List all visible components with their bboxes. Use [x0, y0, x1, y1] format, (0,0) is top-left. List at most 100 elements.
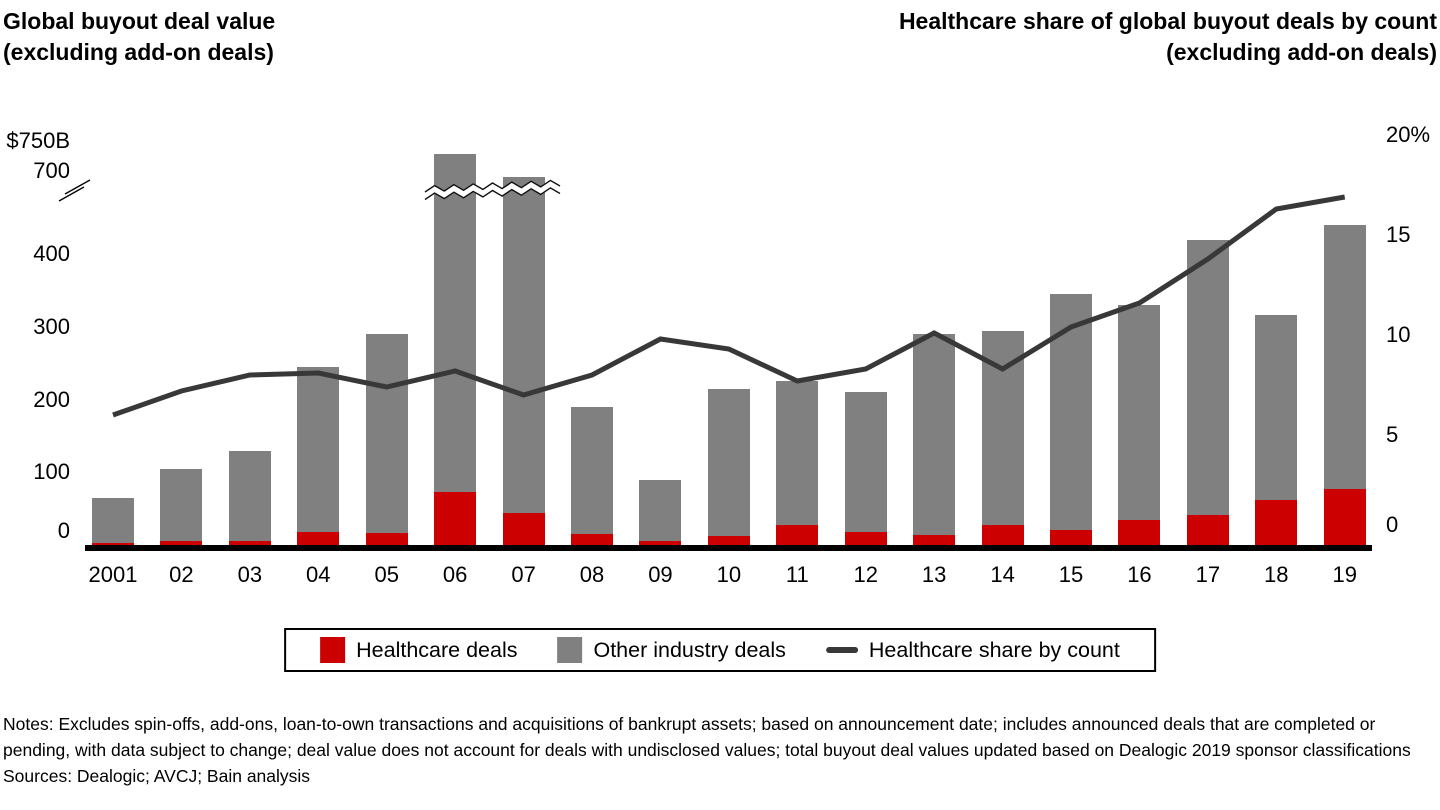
x-axis-label-07: 07 [511, 562, 536, 587]
bar-05-healthcare [365, 533, 408, 545]
bar-03 [228, 450, 271, 545]
bar-13 [913, 334, 956, 545]
y-axis-label-700: 700 [33, 158, 70, 183]
bar-06 [434, 154, 477, 545]
bar-07 [502, 177, 545, 545]
bar-05-other-industry [365, 334, 408, 545]
bar-17-healthcare [1186, 515, 1229, 545]
bar-16-healthcare [1118, 520, 1161, 545]
footer: Notes: Excludes spin-offs, add-ons, loan… [3, 711, 1437, 789]
y-axis-label-100: 100 [33, 459, 70, 485]
bar-11 [776, 381, 819, 545]
x-axis-label-19: 19 [1332, 562, 1357, 587]
x-axis-label-13: 13 [921, 562, 947, 587]
bar-break-squiggle-lower [424, 187, 561, 201]
x-axis-label-06: 06 [442, 562, 468, 587]
right-axis-label-5: 5 [1386, 422, 1399, 447]
right-chart-title: Healthcare share of global buyout deals … [898, 8, 1437, 65]
legend-item-healthcare: Healthcare deals [320, 637, 517, 663]
bar-02 [160, 468, 203, 545]
notes-text: Notes: Excludes spin-offs, add-ons, loan… [3, 714, 1411, 760]
healthcare-share-line [112, 194, 1346, 418]
bar-08 [571, 406, 613, 545]
y-axis-label-0: 0 [57, 518, 70, 543]
legend-label-share: Healthcare share by count [868, 637, 1120, 662]
bar-11-healthcare [776, 524, 819, 545]
y-axis-label-300: 300 [33, 313, 70, 339]
bar-13-other-industry [913, 334, 956, 545]
bar-07-other-industry [502, 177, 545, 545]
x-axis-baseline [85, 545, 1372, 551]
bar-03-healthcare [228, 541, 271, 545]
y-axis-label-400: 400 [33, 241, 70, 267]
plot-area [88, 130, 1368, 545]
bar-10-healthcare [707, 535, 750, 545]
legend-item-share-line: Healthcare share by count [825, 637, 1120, 663]
bar-10 [707, 388, 750, 545]
bar-04-healthcare [297, 531, 340, 545]
legend: Healthcare deals Other industry deals He… [284, 628, 1156, 672]
bar-13-healthcare [913, 534, 956, 545]
legend-label-other: Other industry deals [593, 637, 786, 662]
bar-02-other-industry [160, 468, 203, 545]
bar-08-other-industry [571, 406, 613, 545]
x-axis-label-03: 03 [237, 562, 263, 587]
right-axis-max-label: 20% [1386, 122, 1431, 147]
right-axis-label-10: 10 [1386, 322, 1411, 347]
x-axis-label-2001: 2001 [88, 562, 138, 587]
other-industry-swatch-icon [557, 637, 583, 663]
bar-11-other-industry [776, 381, 819, 545]
x-axis-label-14: 14 [990, 562, 1015, 587]
x-axis-label-16: 16 [1127, 562, 1152, 587]
bar-02-healthcare [160, 540, 203, 545]
bar-06-other-industry [434, 154, 477, 545]
bar-03-other-industry [228, 450, 271, 545]
bar-2001-healthcare [92, 542, 134, 545]
bar-16 [1118, 305, 1161, 545]
right-axis-label-15: 15 [1386, 222, 1411, 247]
bar-2001 [92, 497, 134, 545]
sources-text: Sources: Dealogic; AVCJ; Bain analysis [3, 766, 311, 786]
bar-16-other-industry [1118, 305, 1161, 545]
chart-overlay [112, 179, 1346, 418]
axis-break-icon [58, 179, 91, 202]
bar-12-healthcare [844, 531, 887, 545]
legend-label-healthcare: Healthcare deals [356, 637, 518, 662]
left-chart-title: Global buyout deal value (excluding add-… [3, 8, 276, 65]
bar-15 [1050, 294, 1093, 545]
bar-09-other-industry [639, 479, 682, 545]
x-axis-label-18: 18 [1264, 562, 1289, 587]
bar-12 [844, 392, 887, 545]
bar-09 [639, 479, 682, 545]
x-axis-label-08: 08 [579, 562, 605, 587]
bar-17-other-industry [1186, 239, 1229, 545]
bar-break-squiggle-upper [424, 179, 561, 193]
x-axis-label-09: 09 [648, 562, 673, 587]
x-axis-label-10: 10 [716, 562, 742, 587]
bar-19-healthcare [1323, 489, 1366, 545]
bar-18-healthcare [1255, 499, 1298, 545]
bar-09-healthcare [639, 540, 682, 545]
bar-12-other-industry [844, 392, 887, 545]
y-axis-label-200: 200 [33, 386, 70, 412]
bar-06-healthcare [434, 491, 477, 545]
bar-10-other-industry [707, 388, 750, 545]
bar-04 [297, 366, 340, 545]
legend-item-other: Other industry deals [557, 637, 786, 663]
bar-19 [1323, 225, 1366, 545]
bar-14-healthcare [981, 525, 1024, 545]
x-axis-label-12: 12 [853, 562, 878, 587]
bar-04-other-industry [297, 366, 340, 545]
x-axis-label-11: 11 [785, 562, 809, 587]
x-axis-label-15: 15 [1058, 562, 1084, 587]
x-axis-label-04: 04 [306, 562, 331, 587]
share-line-swatch-icon [825, 647, 858, 653]
y-axis-max-label: $750B [6, 128, 70, 153]
right-axis-label-0: 0 [1386, 512, 1399, 537]
bar-07-healthcare [502, 513, 545, 545]
x-axis-label-02: 02 [169, 562, 194, 587]
bar-17 [1186, 239, 1229, 545]
x-axis-label-05: 05 [374, 562, 399, 587]
bar-05 [365, 334, 408, 545]
